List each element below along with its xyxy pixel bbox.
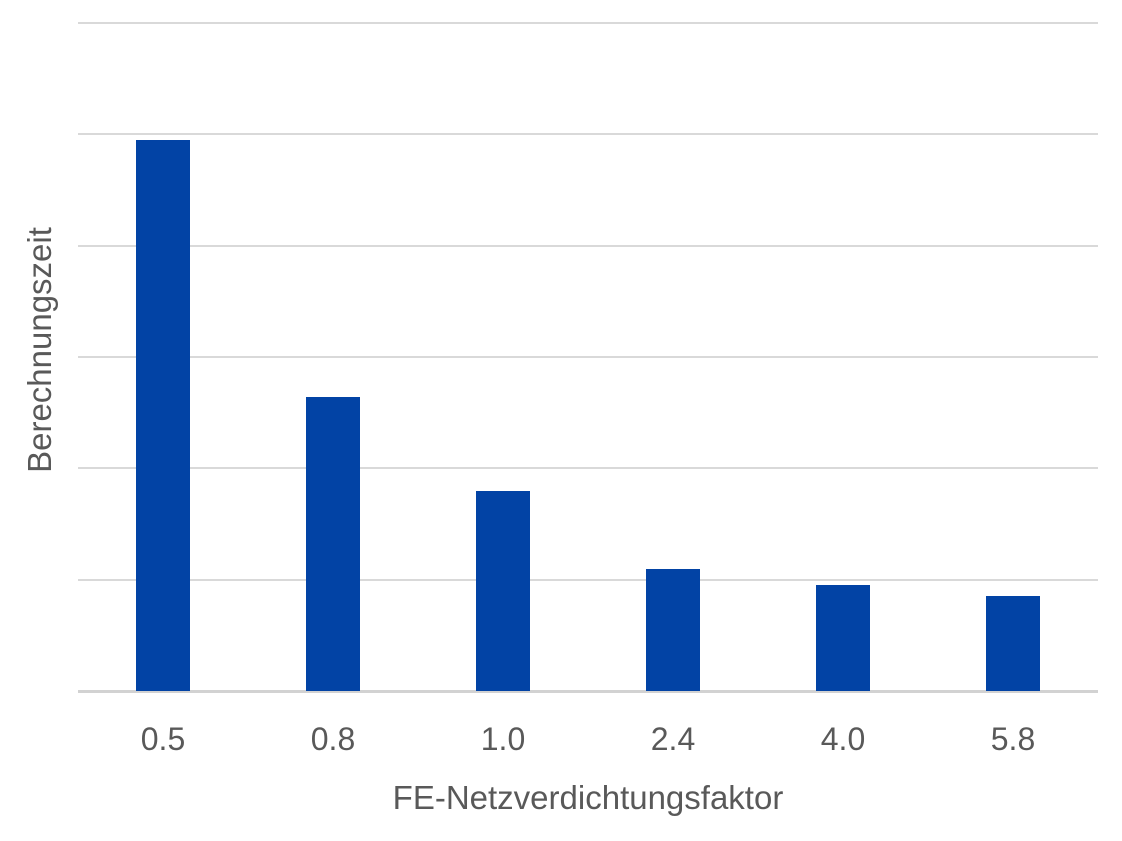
bar-2.4: [646, 568, 700, 691]
y-axis-title: Berechnungszeit: [21, 227, 58, 473]
gridline: [78, 22, 1098, 24]
gridline: [78, 133, 1098, 136]
gridline: [78, 467, 1098, 470]
x-axis-title: FE-Netzverdichtungsfaktor: [392, 779, 784, 816]
bar-5.8: [986, 596, 1040, 691]
gridline: [78, 578, 1098, 581]
gridline: [78, 244, 1098, 247]
x-tick-label: 0.8: [310, 721, 356, 757]
bar-0.8: [306, 397, 360, 691]
gridline: [78, 356, 1098, 358]
bar-1.0: [476, 490, 530, 691]
x-tick-label: 0.5: [140, 721, 186, 757]
bar-4.0: [816, 585, 870, 691]
x-tick-label: 1.0: [480, 721, 526, 757]
x-axis-line: [78, 689, 1098, 693]
x-tick-label: 4.0: [820, 721, 866, 757]
bar-0.5: [136, 139, 190, 691]
x-tick-label: 2.4: [650, 721, 696, 757]
x-tick-label: 5.8: [990, 721, 1036, 757]
